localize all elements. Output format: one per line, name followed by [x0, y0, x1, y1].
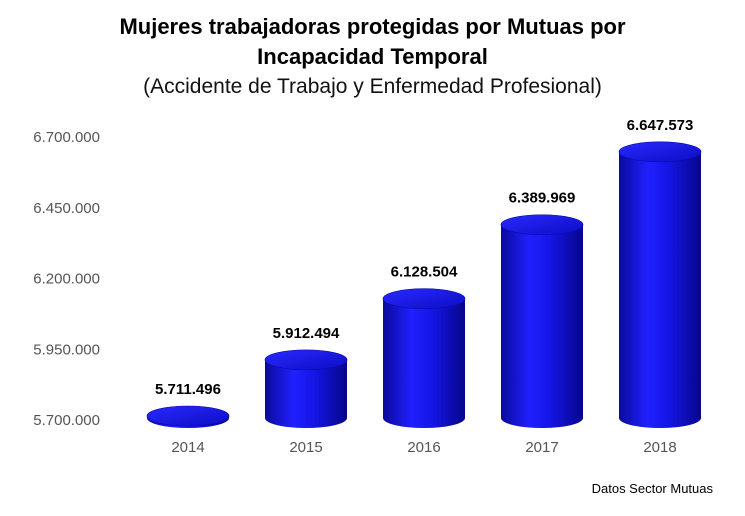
- chart-title-line-2: Incapacidad Temporal: [257, 44, 488, 69]
- data-labels: 5.711.496 5.912.494 6.128.504 6.389.969 6.64…: [155, 117, 693, 398]
- x-tick-label: 2014: [171, 439, 204, 456]
- chart-title: Mujeres trabajadoras protegidas por Mutu…: [0, 12, 745, 102]
- bar-2014: [146, 405, 230, 428]
- data-label: 5.912.494: [273, 325, 340, 342]
- y-tick-label: 6.700.000: [33, 129, 100, 146]
- bar-2015: [264, 349, 348, 428]
- x-tick-label: 2016: [407, 439, 440, 456]
- bar-2017: [500, 214, 584, 428]
- source-note: Datos Sector Mutuas: [591, 481, 713, 496]
- data-label: 6.647.573: [627, 117, 694, 134]
- bar-2018: [618, 141, 702, 428]
- data-label: 5.711.496: [155, 381, 221, 398]
- bars: [146, 141, 702, 428]
- y-tick-label: 5.700.000: [33, 412, 100, 429]
- y-tick-label: 6.450.000: [33, 200, 100, 217]
- x-tick-label: 2018: [643, 439, 676, 456]
- chart-title-line-1: Mujeres trabajadoras protegidas por Mutu…: [119, 14, 626, 39]
- y-tick-label: 6.200.000: [33, 271, 100, 288]
- data-label: 6.128.504: [391, 264, 458, 281]
- x-tick-label: 2017: [525, 439, 558, 456]
- chart-subtitle: (Accidente de Trabajo y Enfermedad Profe…: [143, 75, 602, 98]
- y-tick-label: 5.950.000: [33, 341, 100, 358]
- bar-2016: [382, 288, 466, 428]
- x-tick-label: 2015: [289, 439, 322, 456]
- data-label: 6.389.969: [509, 190, 576, 207]
- y-axis: 5.700.000 5.950.000 6.200.000 6.450.000 6.70…: [33, 129, 100, 429]
- x-axis: 2014 2015 2016 2017 2018: [171, 439, 676, 456]
